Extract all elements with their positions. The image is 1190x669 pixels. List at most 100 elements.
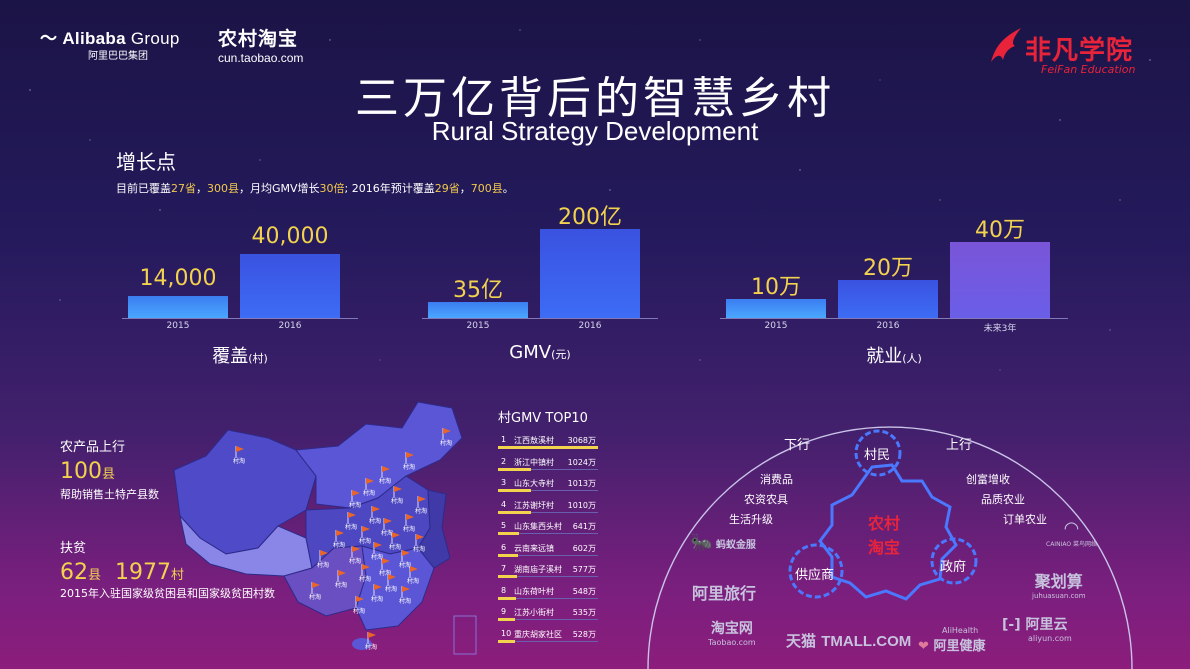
top10-value: 528万: [572, 629, 596, 639]
svg-text:村淘: 村淘: [413, 545, 425, 553]
svg-text:村淘: 村淘: [415, 507, 427, 515]
top10-track: [498, 554, 598, 556]
top10-village: 重庆胡家社区: [514, 629, 562, 639]
svg-text:村淘: 村淘: [399, 561, 411, 569]
top10-rank: 5: [501, 521, 507, 530]
top10-rank: 10: [501, 628, 512, 638]
top10-bar: [498, 489, 532, 492]
top10-rank: 2: [501, 456, 507, 466]
svg-text:村淘: 村淘: [333, 541, 345, 549]
village-marker: 村淘: [391, 486, 403, 505]
top10-value: 548万: [572, 586, 596, 596]
chart-tick-label: 2016: [578, 321, 602, 331]
cun-logo-url: cun.taobao.com: [218, 51, 304, 65]
top10-value: 3068万: [567, 436, 596, 445]
top10-village: 江苏谢圩村: [514, 500, 554, 510]
svg-text:村淘: 村淘: [389, 543, 401, 551]
top10-row: 2 浙江中镇村 1024万: [498, 454, 598, 475]
top10-bar: [498, 596, 516, 600]
top10-row: 6 云南来远镇 602万: [498, 540, 598, 561]
village-marker: 村淘: [349, 546, 361, 565]
down-label: 下行: [784, 438, 811, 453]
village-marker: 村淘: [413, 534, 425, 553]
up-item-income: 创富增收: [966, 473, 1010, 486]
top10-village: 湖南庙子溪村: [514, 565, 562, 574]
alibaba-logo-text: Alibaba: [62, 29, 126, 48]
village-marker: 村淘: [363, 478, 375, 497]
top10-row: 4 江苏谢圩村 1010万: [498, 497, 598, 518]
alihealth-icon: ❤: [918, 639, 929, 654]
chart-data-label: 20万: [863, 256, 913, 281]
top10-bar: [498, 553, 518, 557]
svg-text:村淘: 村淘: [233, 457, 245, 465]
chart-tick-label: 2016: [876, 321, 900, 331]
svg-text:村淘: 村淘: [371, 595, 383, 603]
villager-label: 村民: [864, 448, 891, 463]
top10-row: 5 山东集西头村 641万: [498, 518, 598, 539]
svg-text:村淘: 村淘: [335, 581, 347, 589]
chart-bar: [128, 296, 228, 318]
chart-title: 就业(人): [866, 346, 922, 367]
top10-village: 云南来远镇: [514, 543, 554, 553]
svg-text:村淘: 村淘: [381, 529, 393, 537]
feifan-logo: 非凡学院 FeiFan Education: [985, 28, 1135, 76]
supplier-gear-shape: [788, 543, 844, 599]
alitrip-logo: 阿里旅行: [692, 584, 757, 603]
chart-title: GMV(元): [509, 342, 571, 363]
village-marker: 村淘: [233, 446, 245, 465]
top10-title: 村GMV TOP10: [498, 411, 588, 426]
cun-taobao-logo: 农村淘宝 cun.taobao.com: [218, 24, 303, 65]
top10-bar: [498, 467, 532, 471]
village-marker: 村淘: [407, 566, 419, 585]
top10-rank: 8: [501, 585, 507, 595]
top10-track: [498, 511, 598, 513]
alibaba-logo-group: Group: [130, 29, 180, 48]
village-marker: 村淘: [385, 574, 397, 593]
village-marker: 村淘: [359, 526, 371, 545]
top10-value: 577万: [572, 565, 596, 574]
top10-bar: [498, 510, 531, 514]
chart-data-label: 200亿: [558, 205, 622, 230]
village-marker: 村淘: [365, 632, 377, 651]
top10-bar: [498, 532, 519, 535]
chart-bar: [726, 299, 826, 318]
center-gear-shape: [818, 463, 958, 601]
top10-bar: [498, 575, 517, 578]
top10-bar: [498, 618, 516, 621]
svg-text:村淘: 村淘: [385, 585, 397, 593]
agri-upline-stat: 农产品上行 100县 帮助销售土特产县数: [60, 436, 159, 502]
growth-heading: 增长点: [116, 150, 176, 174]
svg-text:村淘: 村淘: [309, 593, 321, 601]
top10-track: [498, 619, 598, 620]
alibaba-logo-cn: 阿里巴巴集团: [88, 51, 148, 62]
top10-value: 1024万: [567, 457, 596, 467]
village-marker: 村淘: [371, 584, 383, 603]
cainiao-logo: ◠ CAINIAO 菜鸟网络: [1046, 518, 1097, 548]
village-marker: 村淘: [349, 490, 361, 509]
alibaba-logo-icon: 〜: [40, 29, 58, 48]
top10-village: 江苏小街村: [514, 608, 554, 617]
svg-text:村淘: 村淘: [399, 597, 411, 605]
chart-axis: [720, 318, 1068, 319]
top10-track: [498, 490, 598, 491]
top10-rank: 7: [501, 564, 507, 573]
supplier-label: 供应商: [795, 568, 835, 583]
svg-text:村淘: 村淘: [379, 569, 391, 577]
upline-heading: 农产品上行: [60, 440, 126, 455]
map-south-sea-inset: [453, 615, 477, 655]
poverty-heading: 扶贫: [60, 541, 87, 556]
top10-village: 山东大寺村: [514, 479, 554, 488]
feifan-flame-icon: [991, 28, 1021, 62]
top10-bar: [498, 446, 598, 449]
svg-text:村淘: 村淘: [371, 553, 383, 561]
top10-value: 535万: [572, 608, 596, 617]
village-marker: 村淘: [403, 452, 415, 471]
chart-bar: [838, 280, 938, 318]
top10-village: 浙江中镇村: [514, 457, 554, 467]
svg-text:村淘: 村淘: [363, 489, 375, 497]
svg-text:村淘: 村淘: [349, 501, 361, 509]
map-region-hainan: [352, 638, 372, 650]
chart-bar: [950, 242, 1050, 318]
top10-track: [498, 576, 598, 577]
